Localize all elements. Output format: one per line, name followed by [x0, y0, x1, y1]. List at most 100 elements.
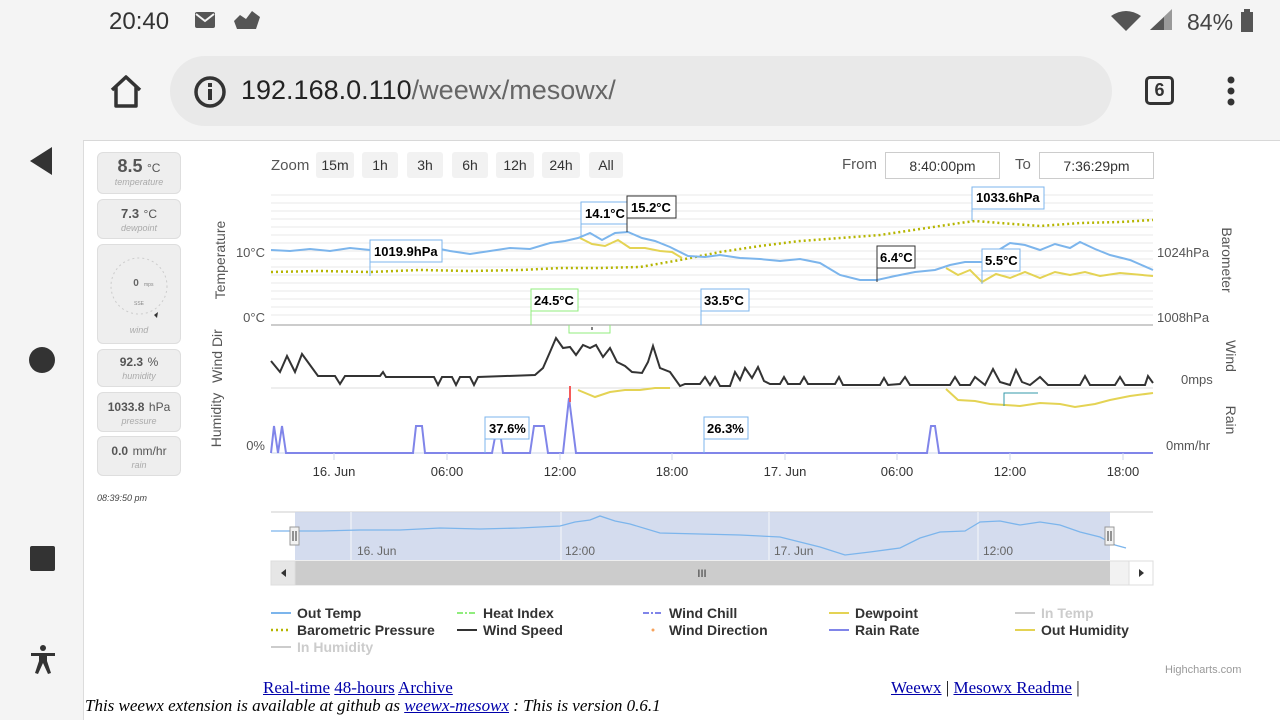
status-bar: 20:40 84%	[83, 0, 1280, 44]
annotation-label: 1019.9hPa	[374, 244, 438, 259]
back-icon[interactable]	[28, 145, 54, 177]
annotation-label: 15.2°C	[631, 200, 672, 215]
axis-title-barometer: Barometer	[1219, 227, 1235, 293]
zoom-3h-button[interactable]: 3h	[407, 152, 443, 178]
more-menu-icon[interactable]	[1224, 76, 1238, 108]
archive-link[interactable]: Archive	[398, 678, 453, 697]
highcharts-credit[interactable]: Highcharts.com	[1165, 664, 1242, 676]
tab-switcher-button[interactable]: 6	[1145, 76, 1174, 105]
mesowx-readme-link[interactable]: Mesowx Readme	[953, 678, 1072, 697]
wind-speed-value: 0	[133, 278, 139, 289]
battery-icon	[1241, 9, 1253, 32]
home-button-icon[interactable]	[108, 74, 144, 110]
recents-icon[interactable]	[30, 546, 56, 572]
legend-in-humidity[interactable]: In Humidity	[271, 639, 373, 655]
time-label: 06:00	[881, 464, 914, 479]
summary-dewpoint: 7.3 °C dewpoint	[97, 199, 181, 239]
wind-tick-label: 0mps	[1181, 372, 1213, 387]
info-prefix: This weewx extension is available at git…	[85, 696, 400, 715]
zoom-12h-button[interactable]: 12h	[496, 152, 534, 178]
to-date-input[interactable]	[1039, 152, 1154, 179]
zoom-6h-button[interactable]: 6h	[452, 152, 488, 178]
wind-direction-text: SSE	[134, 301, 145, 307]
url-host: 192.168.0.110	[241, 75, 412, 105]
tab-count: 6	[1154, 80, 1165, 100]
annotation-flags: 1019.9hPa 14.1°C 15.2°C 1033.6hPa 6.4°C …	[369, 186, 1045, 453]
axis-title-rain: Rain	[1223, 406, 1239, 435]
temp-tick-label: 10°C	[236, 245, 265, 260]
time-label: 06:00	[431, 464, 464, 479]
legend-out-humidity[interactable]: Out Humidity	[1015, 622, 1129, 638]
axis-title-humidity: Humidity	[208, 393, 224, 447]
legend-heat-index[interactable]: Heat Index	[457, 605, 554, 621]
legend-in-temp[interactable]: In Temp	[1015, 605, 1094, 621]
zoom-1h-button[interactable]: 1h	[362, 152, 398, 178]
time-label: 17. Jun	[764, 464, 807, 479]
zoom-label: Zoom	[271, 157, 310, 174]
time-label: 12:00	[544, 464, 577, 479]
axis-title-temperature: Temperature	[212, 220, 228, 299]
navigator-handle-right	[1104, 526, 1115, 546]
legend-symbol-icon	[651, 628, 655, 632]
battery-percent: 84%	[1187, 9, 1234, 35]
time-label: 18:00	[1107, 464, 1140, 479]
humidity-tick-label: 0%	[246, 438, 265, 453]
time-axis-labels: 16. Jun 06:00 12:00 18:00 17. Jun 06:00 …	[313, 453, 1140, 479]
to-label: To	[1015, 156, 1031, 173]
annotation-label: 24.5°C	[534, 293, 575, 308]
annotation-label: 6.4°C	[880, 250, 913, 265]
time-label: 12:00	[994, 464, 1027, 479]
legend-symbol-icon	[829, 612, 849, 614]
zoom-all-button[interactable]: All	[589, 152, 623, 178]
footer-nav-right: Weewx | Mesowx Readme |	[891, 678, 1080, 698]
annotation-label: 33.5°C	[704, 293, 745, 308]
signal-icon	[1150, 9, 1172, 30]
summary-wind: 0 mps SSE wind	[97, 244, 181, 344]
legend-rain-rate[interactable]: Rain Rate	[829, 622, 920, 638]
zoom-24h-button[interactable]: 24h	[542, 152, 580, 178]
summary-temperature: 8.5 °C temperature	[97, 152, 181, 194]
annotation-label: 14.1°C	[585, 206, 626, 221]
info-icon[interactable]	[193, 75, 227, 109]
version-info: This weewx extension is available at git…	[85, 696, 661, 716]
home-icon[interactable]	[29, 347, 55, 373]
cloud-icon	[234, 11, 260, 29]
legend-symbol-icon	[829, 629, 849, 631]
axis-title-wind-dir: Wind Dir	[209, 329, 225, 383]
48-hours-link[interactable]: 48-hours	[334, 678, 395, 697]
legend-symbol-icon	[457, 629, 477, 631]
url-text[interactable]: 192.168.0.110/weewx/mesowx/	[241, 75, 616, 106]
weather-chart[interactable]: 1019.9hPa 14.1°C 15.2°C 1033.6hPa 6.4°C …	[200, 185, 1280, 485]
info-suffix: : This is version 0.6.1	[513, 696, 661, 715]
legend-dewpoint[interactable]: Dewpoint	[829, 605, 918, 621]
accessibility-icon[interactable]	[29, 644, 57, 674]
legend-symbol-icon	[1015, 629, 1035, 631]
series-out-humidity	[577, 387, 1154, 409]
legend-barometric-pressure[interactable]: Barometric Pressure	[271, 622, 435, 638]
weewx-link[interactable]: Weewx	[891, 678, 942, 697]
time-label: 16. Jun	[313, 464, 356, 479]
series-dewpoint	[579, 237, 1154, 284]
legend-out-temp[interactable]: Out Temp	[271, 605, 361, 621]
gmail-icon	[195, 12, 215, 28]
series-wind-speed	[270, 335, 1154, 388]
from-date-input[interactable]	[885, 152, 1000, 179]
realtime-link[interactable]: Real-time	[263, 678, 331, 697]
series-barometric-pressure	[270, 218, 1154, 274]
legend-symbol-icon	[1015, 612, 1035, 614]
baro-tick-label: 1024hPa	[1157, 245, 1210, 260]
url-path: /weewx/mesowx/	[411, 75, 616, 105]
address-bar[interactable]	[170, 56, 1112, 126]
chart-navigator[interactable]: 16. Jun 12:00 17. Jun 12:00 III	[270, 510, 1156, 586]
navigator-label: 12:00	[565, 544, 595, 558]
summary-humidity: 92.3 % humidity	[97, 349, 181, 387]
legend-symbol-icon	[457, 612, 477, 614]
legend-wind-chill[interactable]: Wind Chill	[643, 605, 737, 621]
scroll-left-icon	[281, 569, 286, 577]
github-link[interactable]: weewx-mesowx	[404, 696, 510, 715]
legend-wind-direction[interactable]: Wind Direction	[643, 622, 768, 638]
summary-timestamp: 08:39:50 pm	[97, 493, 148, 503]
wind-speed-unit: mps	[144, 282, 154, 288]
legend-wind-speed[interactable]: Wind Speed	[457, 622, 563, 638]
zoom-15m-button[interactable]: 15m	[316, 152, 354, 178]
